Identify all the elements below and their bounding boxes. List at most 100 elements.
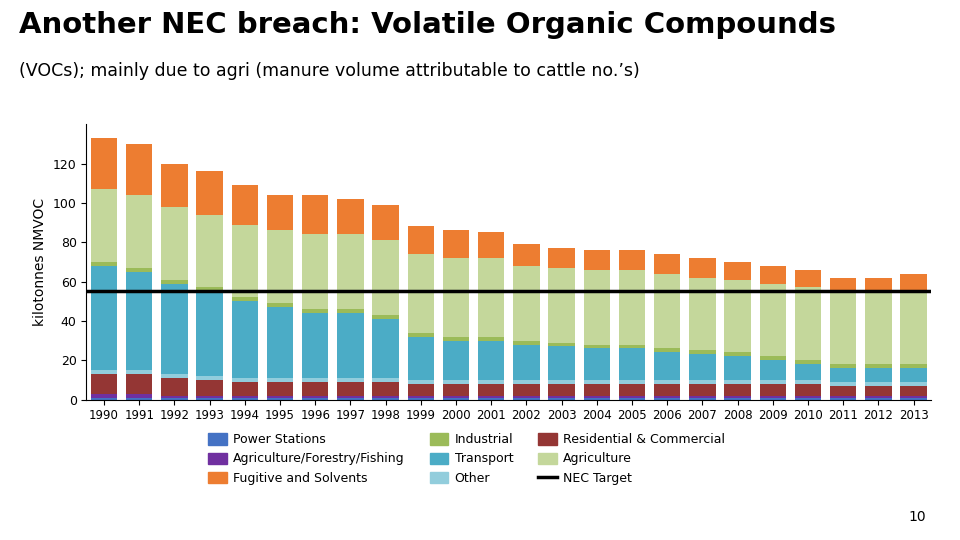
Bar [619,380,645,384]
Bar [302,313,328,378]
Bar [372,319,398,378]
Bar [372,315,398,319]
Bar [900,364,926,368]
Bar [91,138,117,189]
Bar [443,380,469,384]
Bar [584,384,610,396]
Bar [865,368,892,382]
Bar [91,374,117,394]
Bar [126,268,153,272]
Bar [689,384,715,396]
Bar [584,345,610,348]
Bar [443,397,469,400]
Bar [197,397,223,400]
Bar [689,354,715,380]
Bar [654,380,681,384]
Bar [302,378,328,382]
Bar [161,396,187,397]
Bar [830,293,856,364]
Bar [654,353,681,380]
Bar [830,382,856,386]
Bar [231,382,258,396]
Bar [795,384,821,396]
Bar [795,287,821,360]
Bar [548,396,575,397]
Bar [267,195,293,231]
Bar [337,396,364,397]
Text: 10: 10 [909,510,926,524]
Bar [759,380,786,384]
Bar [267,303,293,307]
Bar [302,382,328,396]
Bar [619,270,645,345]
Bar [161,284,187,374]
Bar [865,382,892,386]
Bar [443,231,469,258]
Bar [231,301,258,378]
Bar [865,396,892,397]
Text: (VOCs); mainly due to agri (manure volume attributable to cattle no.’s): (VOCs); mainly due to agri (manure volum… [19,62,640,80]
Bar [302,234,328,309]
Bar [478,341,504,380]
Bar [197,292,223,376]
Bar [443,336,469,341]
Bar [900,292,926,364]
Bar [548,268,575,342]
Bar [514,397,540,400]
Bar [126,370,153,374]
Bar [267,382,293,396]
Bar [830,278,856,293]
Bar [548,380,575,384]
Bar [654,274,681,348]
Bar [408,226,434,254]
Bar [337,378,364,382]
Bar [197,380,223,396]
Bar [865,278,892,293]
Bar [161,280,187,284]
Bar [759,284,786,356]
Bar [91,262,117,266]
Bar [408,254,434,333]
Bar [372,396,398,397]
Bar [865,364,892,368]
Bar [372,378,398,382]
Bar [478,384,504,396]
Bar [865,386,892,396]
Bar [231,396,258,397]
Bar [337,313,364,378]
Bar [161,374,187,378]
Bar [830,386,856,396]
Bar [830,364,856,368]
Bar [126,272,153,370]
Bar [91,397,117,400]
Bar [514,396,540,397]
Bar [548,384,575,396]
Bar [126,374,153,394]
Bar [795,270,821,287]
Bar [372,240,398,315]
Bar [161,397,187,400]
Bar [267,231,293,303]
Bar [231,185,258,225]
Bar [548,397,575,400]
Bar [443,258,469,336]
Bar [231,225,258,298]
Bar [725,262,751,280]
Bar [689,350,715,354]
Bar [689,258,715,278]
Bar [126,144,153,195]
Bar [197,171,223,215]
Bar [900,368,926,382]
Bar [725,280,751,353]
Bar [654,254,681,274]
Bar [408,396,434,397]
Bar [584,270,610,345]
Bar [197,215,223,287]
Bar [689,278,715,350]
Bar [900,397,926,400]
Bar [795,380,821,384]
Bar [302,397,328,400]
Bar [725,384,751,396]
Bar [548,248,575,268]
Bar [619,384,645,396]
